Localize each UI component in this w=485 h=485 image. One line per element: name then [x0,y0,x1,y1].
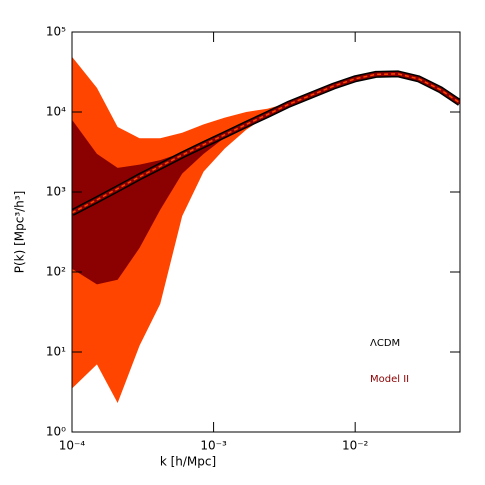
y-tick-label: 10² [46,265,66,279]
y-tick-label: 10⁰ [46,425,66,439]
x-tick-label: 10⁻² [342,439,369,453]
y-tick-label: 10⁵ [46,25,66,39]
band [72,73,460,285]
legend-entry: ΛCDM [370,338,400,349]
band [72,56,460,404]
y-tick-label: 10⁴ [46,105,66,119]
y-tick-label: 10¹ [46,345,66,359]
line [72,73,460,214]
plot [72,56,460,404]
x-tick-label: 10⁻⁴ [59,439,86,453]
y-tick-label: 10³ [46,185,66,199]
plot-frame [71,31,461,433]
legend-entry: Model II [370,374,409,385]
y-axis-label: P(k) [Mpc³/h³] [13,191,27,274]
x-axis-label: k [h/Mpc] [160,455,216,469]
x-tick-label: 10⁻³ [200,439,227,453]
